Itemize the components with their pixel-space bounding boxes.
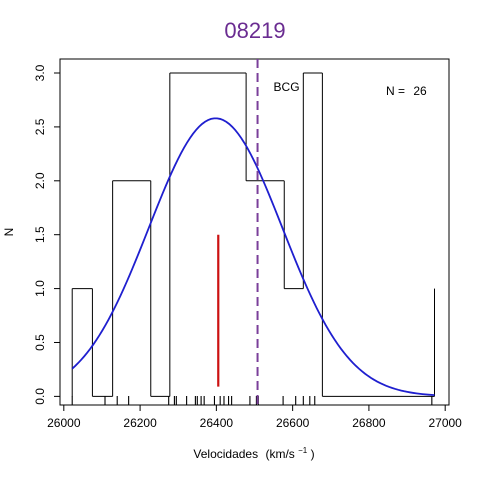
count-annotation: N = 26 bbox=[386, 84, 427, 98]
y-tick-label-6: 3.0 bbox=[33, 64, 47, 81]
x-axis-label: Velocidades (km/s −1 ) bbox=[193, 442, 314, 461]
x-axis-label-text: Velocidades bbox=[193, 447, 258, 461]
gaussian-curve bbox=[71, 117, 435, 396]
x-tick-label-26000: 26000 bbox=[47, 416, 81, 430]
x-axis-label-unit-exp: −1 bbox=[298, 446, 308, 455]
x-axis-label-unit-close: ) bbox=[311, 447, 315, 461]
x-axis: 26000 26200 26400 26600 26800 27000 bbox=[47, 405, 462, 430]
x-tick-label-26400: 26400 bbox=[200, 416, 234, 430]
y-tick-label-3: 1.5 bbox=[33, 226, 47, 243]
y-tick-label-5: 2.5 bbox=[33, 118, 47, 135]
rug-marks bbox=[71, 396, 433, 405]
count-annotation-label: N = bbox=[386, 84, 405, 98]
x-axis-label-unit: (km/s bbox=[265, 447, 294, 461]
x-tick-label-26600: 26600 bbox=[276, 416, 310, 430]
count-annotation-value: 26 bbox=[413, 84, 427, 98]
y-tick-label-2: 1.0 bbox=[33, 280, 47, 297]
bcg-label: BCG bbox=[274, 80, 300, 94]
plot-frame bbox=[59, 58, 450, 406]
y-axis: 0.0 0.5 1.0 1.5 2.0 2.5 3.0 bbox=[33, 64, 60, 405]
y-tick-label-4: 2.0 bbox=[33, 172, 47, 189]
y-tick-label-1: 0.5 bbox=[33, 334, 47, 351]
x-tick-label-27000: 27000 bbox=[428, 416, 462, 430]
chart-title: 08219 bbox=[224, 18, 285, 43]
x-tick-label-26200: 26200 bbox=[123, 416, 157, 430]
histogram bbox=[71, 72, 436, 397]
y-axis-label: N bbox=[2, 228, 16, 237]
x-tick-label-26800: 26800 bbox=[352, 416, 386, 430]
y-tick-label-0: 0.0 bbox=[33, 388, 47, 405]
